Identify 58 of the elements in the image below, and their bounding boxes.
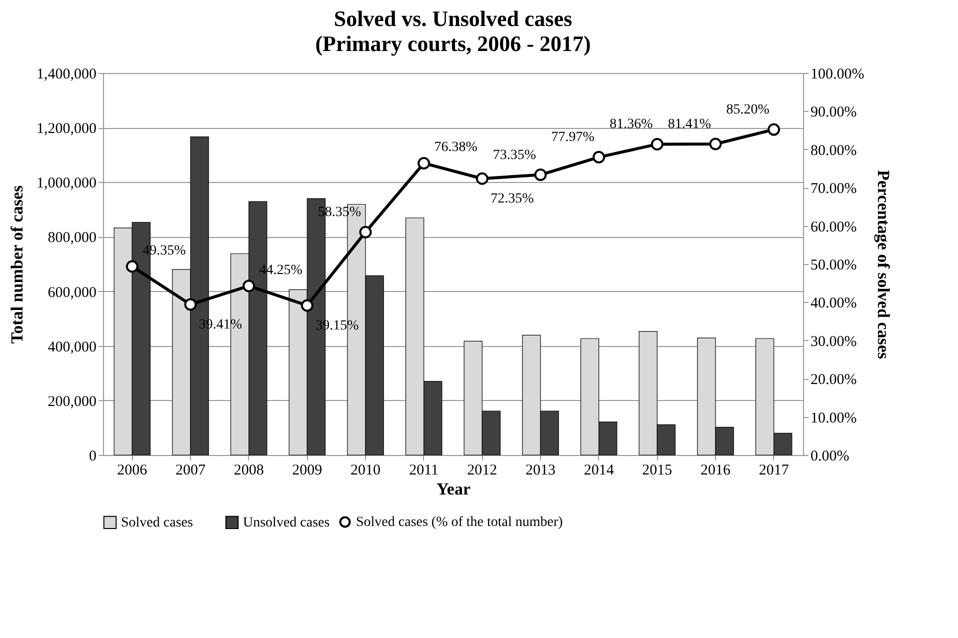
point [126, 260, 138, 273]
x-tick-label: 2013 [526, 462, 556, 478]
x-tick-label: 2011 [409, 462, 439, 478]
point [418, 156, 430, 170]
data-label: 81.41% [668, 117, 712, 132]
y2-tick-label: 60.00% [810, 219, 857, 236]
y-tick-label: 800,000 [48, 230, 96, 246]
y2-axis-title: Percentage of solved cases [874, 170, 894, 360]
y2-tick-label: 100.00% [810, 66, 864, 82]
legend-label: Unsolved cases [243, 515, 330, 530]
y-tick-label: 400,000 [48, 339, 96, 356]
y-tick-label: 1,400,000 [36, 66, 96, 82]
data-label: 77.97% [551, 130, 595, 146]
point [650, 138, 664, 150]
data-label: 85.20% [726, 102, 770, 118]
y2-tick-label: 20.00% [810, 372, 857, 388]
point [300, 299, 314, 312]
data-label: 76.38% [434, 140, 478, 156]
point [184, 298, 197, 311]
y2-tick-label: 80.00% [810, 142, 857, 159]
y2-tick-label: 40.00% [810, 296, 857, 312]
point [476, 172, 488, 185]
legend-label: Solved cases [121, 515, 193, 530]
y2-tick-label: 70.00% [810, 181, 857, 198]
y-axis-title: Total number of cases [8, 185, 26, 344]
x-tick-label: 2008 [234, 462, 264, 478]
point [768, 123, 780, 136]
x-tick-label: 2017 [758, 462, 790, 478]
x-tick-label: 2016 [700, 462, 731, 478]
y2-tick-label: 10.00% [810, 410, 857, 426]
data-label: 72.35% [490, 192, 534, 207]
y2-tick-label: 50.00% [810, 258, 857, 274]
y2-tick-label: 90.00% [810, 104, 857, 121]
x-tick-label: 2010 [350, 462, 380, 478]
chart-title: Solved vs. Unsolved cases [334, 6, 573, 31]
x-tick-label: 2009 [292, 462, 322, 478]
point [242, 280, 256, 292]
legend-label: Solved cases (% of the total number) [356, 515, 564, 530]
y2-tick-label: 0.00% [810, 448, 850, 464]
x-tick-label: 2012 [467, 462, 498, 478]
x-tick-label: 2007 [176, 462, 206, 478]
point [534, 168, 547, 182]
data-label: 81.36% [610, 117, 654, 132]
y-tick-label: 1,200,000 [36, 121, 96, 138]
point [592, 150, 606, 164]
point [709, 138, 722, 150]
x-axis-title: Year [436, 480, 471, 498]
y-tick-label: 600,000 [48, 284, 96, 301]
x-tick-label: 2015 [642, 462, 672, 478]
y-tick-label: 0 [89, 448, 96, 464]
y2-tick-label: 30.00% [810, 334, 857, 350]
y-tick-label: 1,000,000 [36, 176, 96, 192]
y-tick-label: 200,000 [48, 394, 96, 410]
point [359, 226, 372, 238]
data-label: 73.35% [492, 148, 536, 163]
x-tick-label: 2006 [117, 462, 148, 478]
x-tick-label: 2014 [584, 462, 614, 478]
chart-subtitle: (Primary courts, 2006 - 2017) [315, 31, 591, 56]
